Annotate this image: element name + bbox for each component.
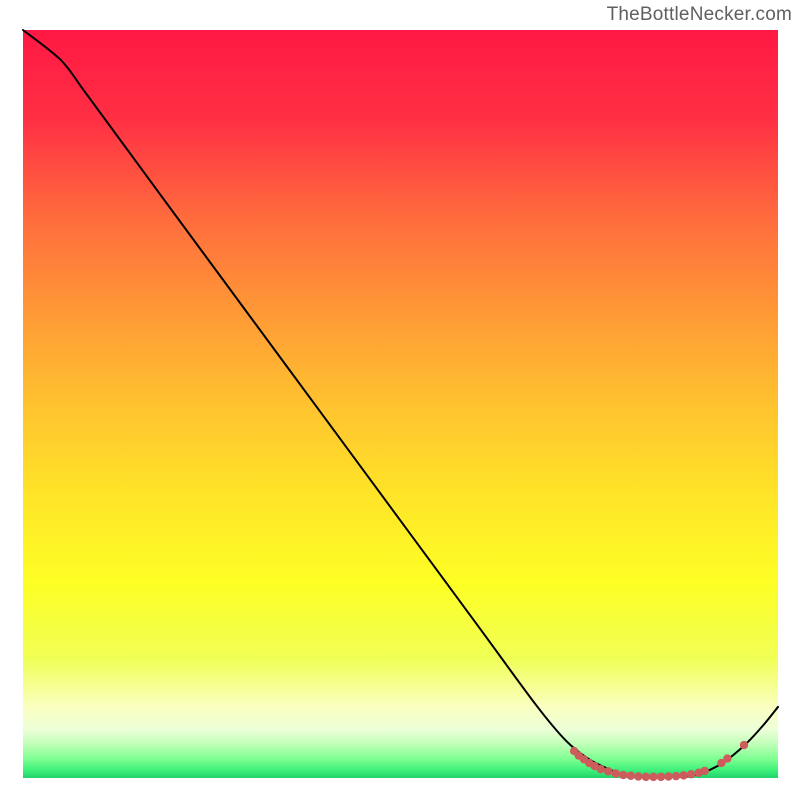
marker-dot: [611, 769, 619, 777]
marker-dot: [687, 770, 695, 778]
marker-dot: [740, 741, 748, 749]
marker-dot: [642, 773, 650, 781]
chart-background: [23, 30, 778, 778]
marker-dot: [664, 772, 672, 780]
marker-dot: [701, 767, 709, 775]
marker-dot: [649, 773, 657, 781]
marker-dot: [723, 754, 731, 762]
marker-dot: [596, 765, 604, 773]
marker-dot: [604, 767, 612, 775]
marker-dot: [627, 772, 635, 780]
attribution-text: TheBottleNecker.com: [607, 4, 792, 26]
marker-dot: [679, 771, 687, 779]
marker-dot: [619, 771, 627, 779]
marker-dot: [672, 772, 680, 780]
marker-dot: [657, 773, 665, 781]
bottleneck-chart: [0, 0, 800, 800]
marker-dot: [634, 772, 642, 780]
